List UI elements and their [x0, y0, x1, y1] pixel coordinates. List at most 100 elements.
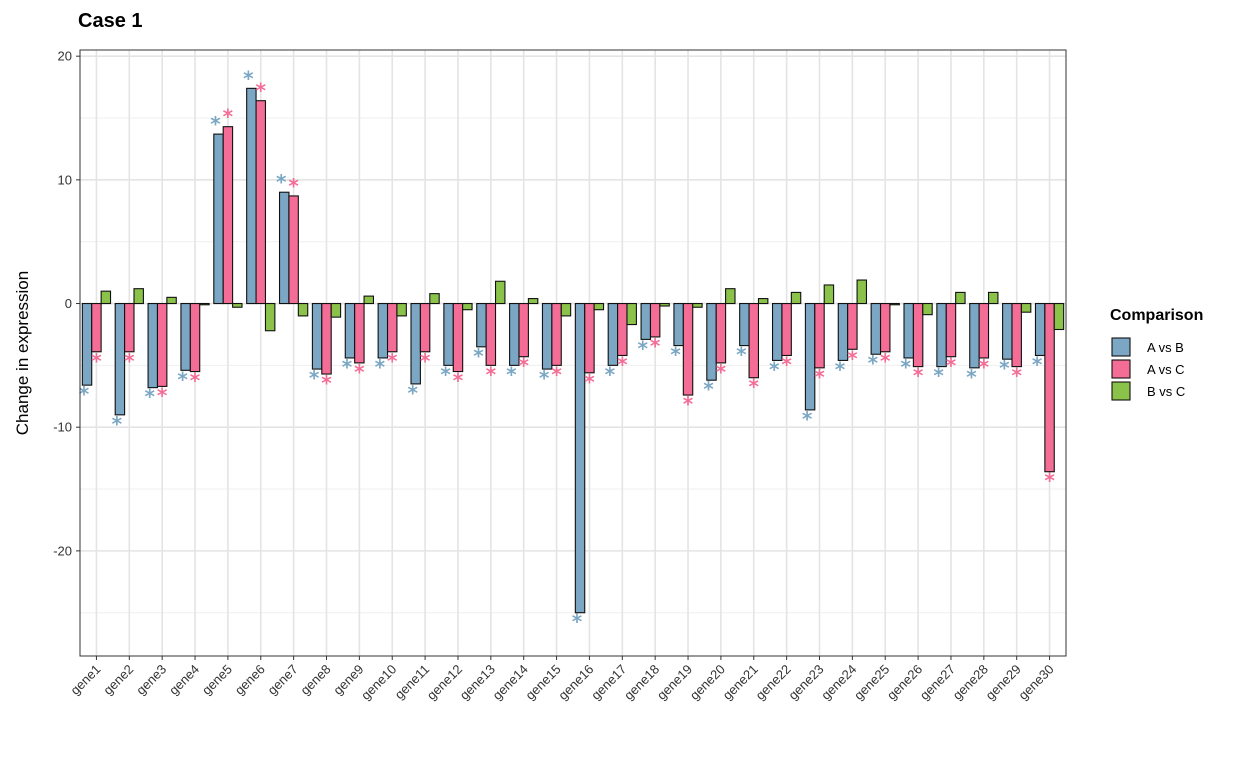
bar-a-vs-b — [344, 302, 356, 359]
significance-star: * — [453, 369, 464, 393]
bar-b-vs-c — [494, 280, 506, 305]
bar-b-vs-c — [1053, 302, 1065, 331]
x-axis: gene1gene2gene3gene4gene5gene6gene7gene8… — [67, 656, 1057, 703]
significance-star: * — [309, 366, 320, 390]
bar-b-vs-c — [527, 298, 539, 305]
significance-star: * — [354, 360, 365, 384]
x-tick-label: gene28 — [950, 662, 991, 703]
bar-b-vs-c — [330, 302, 342, 318]
bar-a-vs-b — [739, 302, 750, 347]
significance-star: * — [617, 352, 628, 376]
bar-a-vs-b — [81, 302, 93, 386]
bar-b-vs-c — [429, 293, 440, 305]
grid — [80, 50, 1066, 656]
significance-star: * — [868, 351, 879, 375]
bar-a-vs-b — [180, 302, 191, 371]
bar-a-vs-b — [311, 302, 323, 370]
y-tick-label: -20 — [53, 543, 72, 558]
bar-b-vs-c — [823, 284, 835, 305]
bar-a-vs-c — [584, 302, 595, 374]
significance-star: * — [276, 170, 287, 194]
significance-star: * — [999, 356, 1010, 380]
significance-star: * — [79, 382, 90, 406]
x-tick-label: gene8 — [297, 662, 333, 698]
significance-star: * — [716, 360, 727, 384]
bar-b-vs-c — [264, 302, 276, 332]
significance-star: * — [243, 66, 254, 90]
significance-markers: ******** * ***** **** ****** * * * * * ** ******* * *… — [79, 66, 1056, 633]
significance-star: * — [518, 354, 529, 378]
bar-a-vs-b — [804, 302, 816, 411]
x-tick-label: gene1 — [67, 662, 103, 698]
bar-a-vs-b — [476, 302, 487, 348]
x-tick-label: gene6 — [232, 662, 268, 698]
plot-panel-border — [79, 49, 1067, 657]
bar-b-vs-c — [100, 290, 112, 305]
bar-a-vs-c — [321, 302, 332, 375]
bar-b-vs-c — [232, 302, 243, 308]
bar-a-vs-c — [748, 302, 760, 379]
bar-b-vs-c — [889, 302, 900, 306]
bar-a-vs-b — [147, 302, 159, 389]
bar-b-vs-c — [987, 291, 999, 305]
bar-a-vs-c — [91, 302, 102, 353]
significance-star: * — [288, 174, 299, 198]
significance-star: * — [683, 392, 694, 416]
significance-star: * — [979, 355, 990, 379]
significance-star: * — [933, 364, 944, 388]
significance-star: * — [769, 357, 780, 381]
significance-star: * — [145, 385, 156, 409]
y-tick-label: 20 — [58, 49, 72, 64]
x-tick-label: gene29 — [983, 662, 1024, 703]
x-tick-label: gene19 — [654, 662, 695, 703]
bar-a-vs-c — [1011, 302, 1022, 368]
bar-a-vs-c — [978, 302, 990, 359]
bar-a-vs-b — [1034, 302, 1046, 357]
significance-star: * — [703, 377, 714, 401]
x-tick-label: gene18 — [621, 662, 662, 703]
bar-b-vs-c — [462, 302, 473, 311]
bar-a-vs-c — [781, 302, 792, 357]
bar-b-vs-c — [725, 288, 736, 305]
bar-a-vs-c — [551, 302, 562, 366]
bar-b-vs-c — [560, 302, 572, 317]
bar-b-vs-c — [166, 296, 177, 305]
bar-b-vs-c — [757, 298, 769, 305]
x-tick-label: gene14 — [490, 662, 531, 703]
bar-a-vs-b — [114, 302, 126, 416]
significance-star: * — [802, 407, 813, 431]
bar-a-vs-c — [189, 302, 201, 373]
bar-a-vs-b — [443, 302, 454, 366]
x-tick-label: gene26 — [884, 662, 925, 703]
bar-b-vs-c — [922, 302, 933, 316]
bar-b-vs-c — [692, 302, 703, 308]
significance-star: * — [913, 364, 924, 388]
bar-a-vs-b — [213, 133, 224, 305]
significance-star: * — [966, 365, 977, 389]
legend-key — [1111, 359, 1131, 379]
bar-a-vs-c — [419, 302, 431, 353]
significance-star: * — [814, 365, 825, 389]
bar-b-vs-c — [396, 302, 407, 317]
x-tick-label: gene11 — [392, 662, 433, 703]
x-tick-label: gene17 — [588, 662, 629, 703]
significance-star: * — [670, 343, 681, 367]
bar-a-vs-b — [673, 302, 684, 347]
x-tick-label: gene23 — [785, 662, 826, 703]
legend-label: A vs B — [1147, 340, 1184, 355]
significance-star: * — [91, 349, 102, 373]
bar-a-vs-c — [124, 302, 135, 353]
significance-star: * — [177, 367, 188, 391]
bar-a-vs-c — [617, 302, 628, 357]
significance-star: * — [946, 354, 957, 378]
bar-a-vs-c — [879, 302, 891, 353]
x-tick-label: gene15 — [522, 662, 563, 703]
bar-b-vs-c — [856, 279, 868, 305]
legend-title: Comparison — [1110, 307, 1203, 324]
bar-a-vs-c — [386, 302, 398, 353]
legend-key — [1111, 337, 1131, 357]
significance-star: * — [223, 105, 234, 129]
significance-star: * — [1044, 469, 1055, 493]
bar-a-vs-b — [1002, 302, 1013, 360]
significance-star: * — [486, 362, 497, 386]
